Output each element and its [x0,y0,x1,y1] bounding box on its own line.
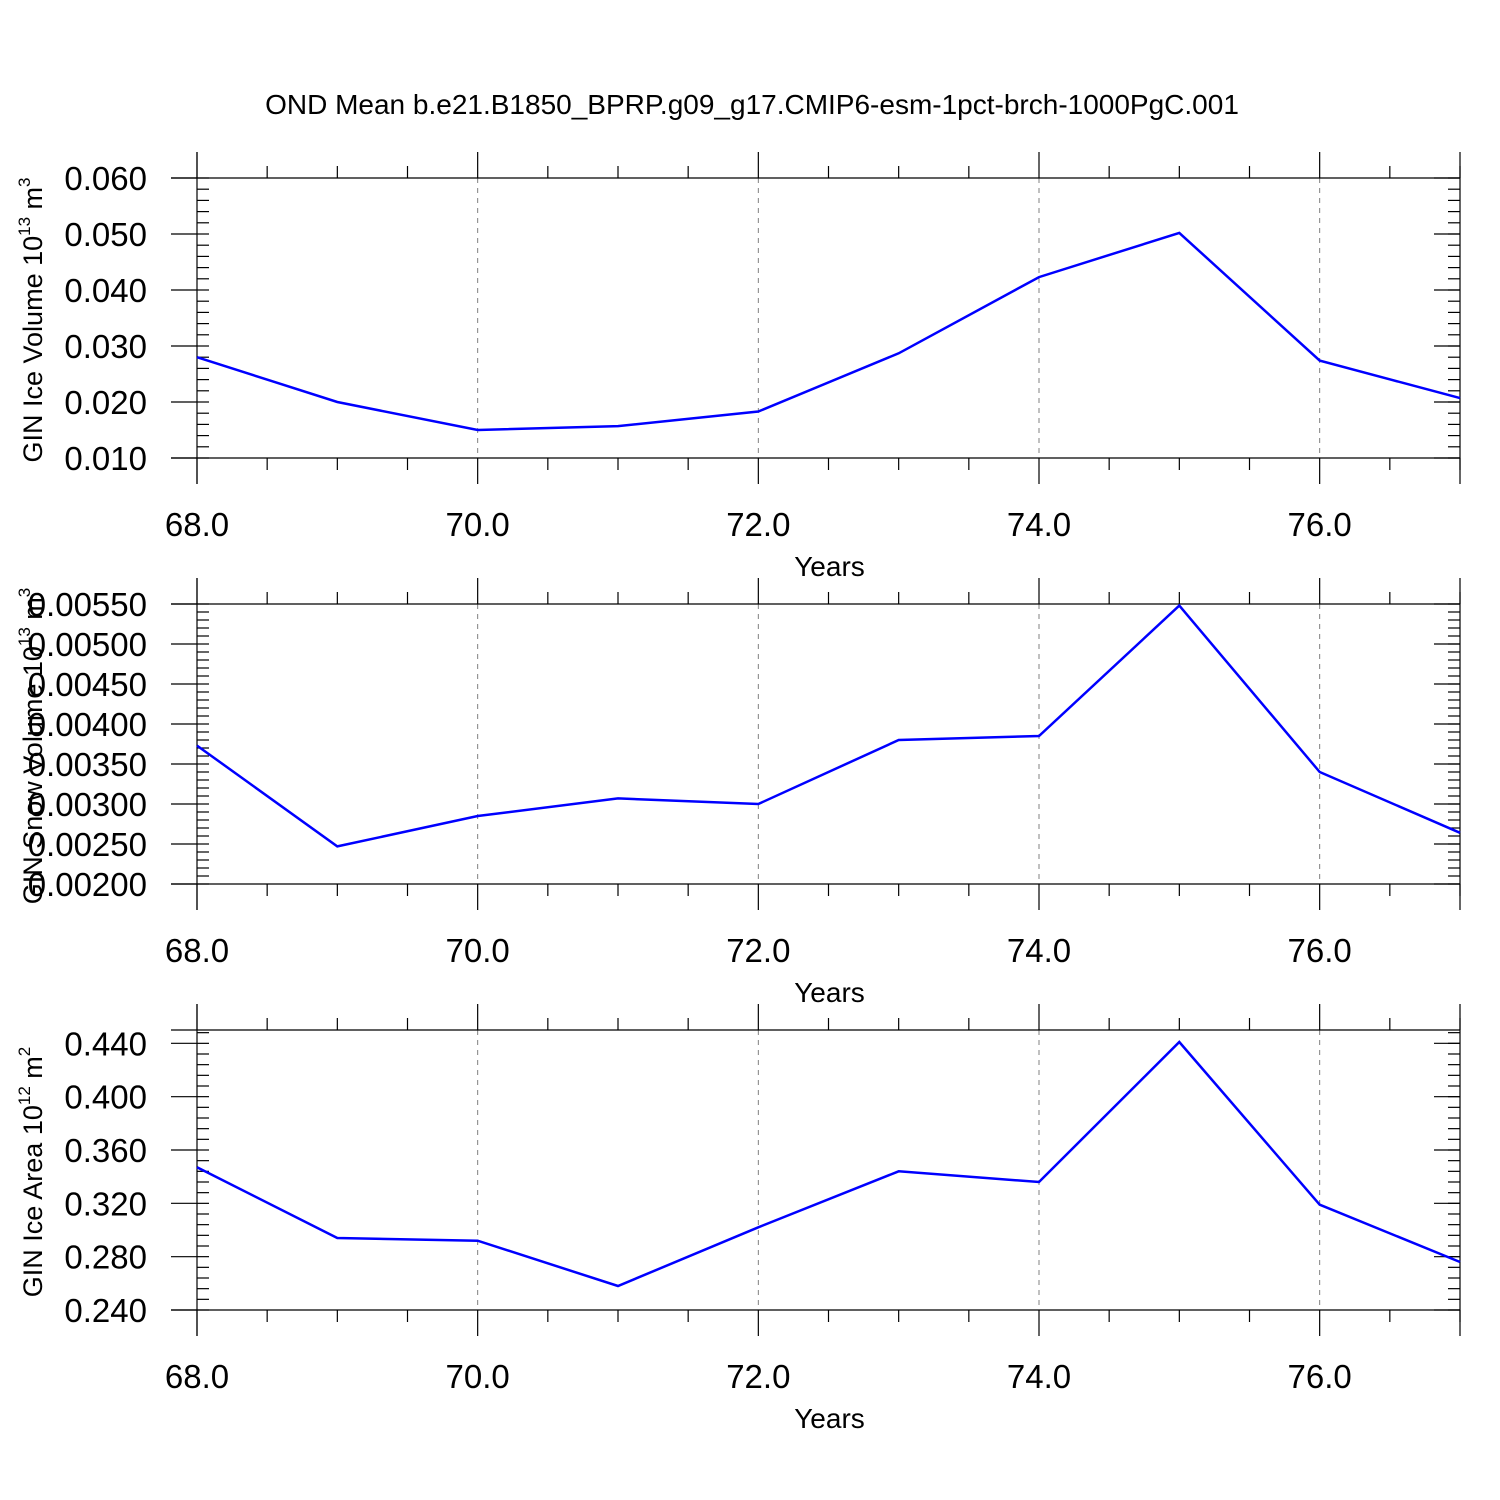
y-axis-label-text: GIN Ice Volume 10 [18,236,48,463]
y-axis-label: GIN Ice Area 1012 m2 [15,1047,48,1298]
x-tick-label: 76.0 [1288,1358,1352,1395]
x-tick-label: 68.0 [165,1358,229,1395]
y-tick-label: 0.040 [64,272,147,309]
y-axis-label: GIN Ice Volume 1013 m3 [15,177,48,462]
x-tick-label: 74.0 [1007,1358,1071,1395]
y-axis-label-unit: m [18,187,48,217]
y-tick-label: 0.00300 [28,786,147,823]
x-tick-label: 70.0 [446,932,510,969]
x-tick-label: 72.0 [726,932,790,969]
y-tick-label: 0.00200 [28,866,147,903]
y-axis-label-exponent: 13 [15,217,34,236]
x-tick-label: 74.0 [1007,932,1071,969]
y-axis-label: GIN Snow Volume 1013 m3 [15,588,48,905]
x-axis-label: Years [794,551,865,582]
y-axis-label-text: GIN Ice Area 10 [18,1105,48,1297]
y-tick-label: 0.00350 [28,746,147,783]
y-axis-label-unit-exponent: 3 [15,177,34,186]
y-axis-label-unit-exponent: 3 [15,588,34,597]
x-tick-label: 72.0 [726,1358,790,1395]
y-tick-label: 0.00400 [28,706,147,743]
y-tick-label: 0.030 [64,328,147,365]
y-tick-label: 0.280 [64,1239,147,1276]
x-tick-label: 68.0 [165,506,229,543]
panels: 68.0 70.0 72.0 74.0 76.0 0.010 0.020 0.030 0.040… [15,152,1461,1434]
y-axis-label-unit-exponent: 2 [15,1047,34,1056]
y-axis-label-text: GIN Snow Volume 10 [18,646,48,904]
x-tick-label: 68.0 [165,932,229,969]
y-tick-label: 0.00550 [28,586,147,623]
x-tick-label: 76.0 [1288,506,1352,543]
y-tick-label: 0.320 [64,1185,147,1222]
panel-1: 68.0 70.0 72.0 74.0 76.0 0.010 0.020 0.030 0.040… [15,152,1461,582]
series-line [196,603,1461,848]
y-tick-label: 0.010 [64,440,147,477]
series-line [196,1040,1461,1288]
y-tick-label: 0.050 [64,216,147,253]
panel-2: 68.0 70.0 72.0 74.0 76.0 0.002000.002500.0030… [15,578,1461,1008]
y-tick-label: 0.440 [64,1025,147,1062]
y-tick-label: 0.060 [64,160,147,197]
y-tick-label: 0.360 [64,1132,147,1169]
series-line [196,231,1461,432]
y-axis-label-unit: m [18,1056,48,1086]
y-axis-label-exponent: 12 [15,1086,34,1105]
y-tick-label: 0.400 [64,1079,147,1116]
panel-3: 68.0 70.0 72.0 74.0 76.0 0.240 0.280 0.320 0.360… [15,1004,1461,1434]
y-tick-label: 0.020 [64,384,147,421]
y-axis-label-unit: m [18,597,48,627]
x-axis-label: Years [794,1403,865,1434]
y-axis-label-exponent: 13 [15,627,34,646]
x-tick-label: 70.0 [446,1358,510,1395]
x-tick-label: 72.0 [726,506,790,543]
x-axis-label: Years [794,977,865,1008]
y-tick-label: 0.00250 [28,826,147,863]
x-tick-label: 74.0 [1007,506,1071,543]
x-tick-label: 76.0 [1288,932,1352,969]
y-tick-label: 0.240 [64,1292,147,1329]
y-tick-label: 0.00500 [28,626,147,663]
y-tick-label: 0.00450 [28,666,147,703]
x-tick-label: 70.0 [446,506,510,543]
main-title: OND Mean b.e21.B1850_BPRP.g09_g17.CMIP6-… [265,89,1239,120]
